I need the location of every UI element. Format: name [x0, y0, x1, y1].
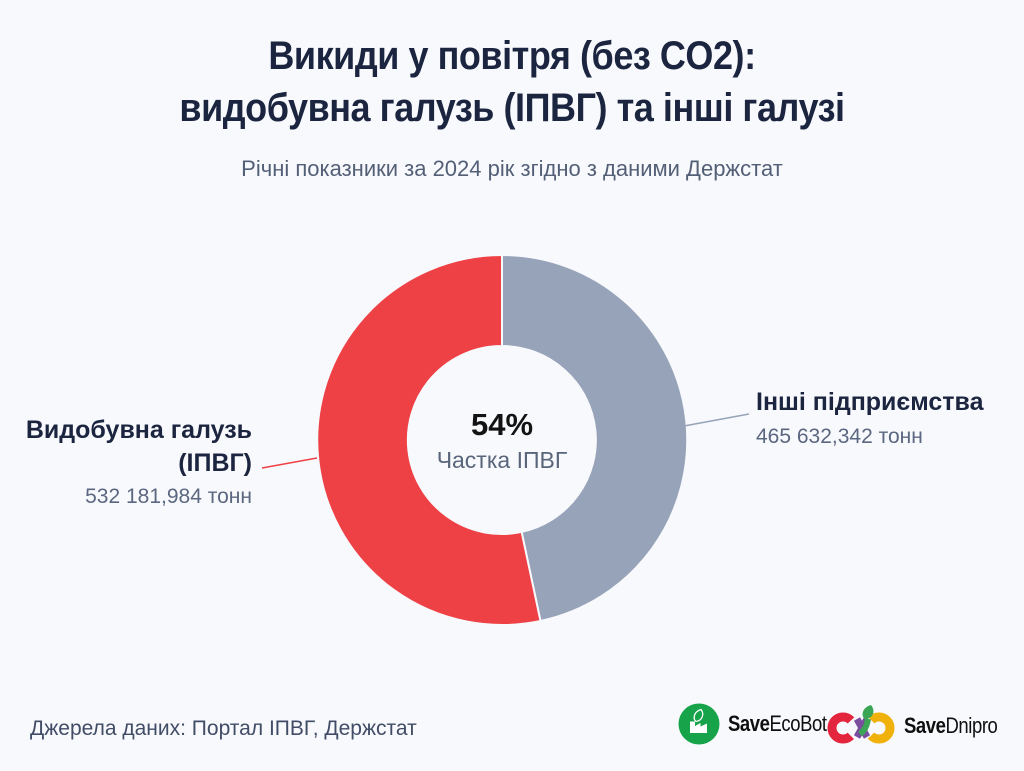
callout-mining-title-line2: (ІПВГ) [178, 448, 252, 477]
flower-mark-icon [827, 705, 895, 744]
title-line1: Викиди у повітря (без CO2): [268, 34, 756, 78]
leader-line-mining [261, 457, 318, 469]
factory-leaf-icon [678, 703, 720, 745]
saveecobot-wordmark-bold: Save [728, 711, 770, 736]
saveecobot-logo: SaveEcoBot [678, 703, 845, 745]
callout-mining-value: 532 181,984 тонн [85, 485, 252, 508]
callout-mining-title-line1: Видобувна галузь [25, 416, 252, 444]
savednipro-wordmark-bold: Save [904, 713, 946, 738]
donut-ring [316, 253, 689, 626]
callout-mining: Видобувна галузь (ІПВГ) 532 181,984 тонн [26, 414, 252, 509]
callout-others-value: 465 632,342 тонн [756, 424, 923, 448]
page-title: Викиди у повітря (без CO2): видобувна га… [51, 30, 973, 134]
title-line2: видобувна галузь (ІПВГ) та інші галузі [179, 86, 845, 130]
page-subtitle: Річні показники за 2024 рік згідно з дан… [241, 156, 783, 181]
donut-segment-1 [316, 253, 542, 626]
savednipro-wordmark-rest: Dnipro [945, 713, 998, 738]
center-percent: 54% [470, 407, 534, 442]
donut-center-label: 54% Частка ІПВГ [402, 407, 602, 474]
callout-others-title: Інші підприємства [756, 388, 984, 416]
saveecobot-wordmark-rest: EcoBot [769, 711, 827, 736]
callout-others: Інші підприємства 465 632,342 тонн [756, 386, 984, 449]
callout-mining-title: Видобувна галузь (ІПВГ) [26, 414, 252, 479]
center-caption: Частка ІПВГ [436, 447, 568, 473]
leader-line-others [683, 413, 750, 427]
saveecobot-wordmark: SaveEcoBot [728, 711, 827, 737]
donut-segment-0 [501, 253, 689, 623]
data-sources-note: Джерела даних: Портал ІПВГ, Держстат [30, 717, 417, 740]
savednipro-wordmark: SaveDnipro [904, 713, 998, 739]
savednipro-logo: SaveDnipro [826, 703, 1015, 749]
